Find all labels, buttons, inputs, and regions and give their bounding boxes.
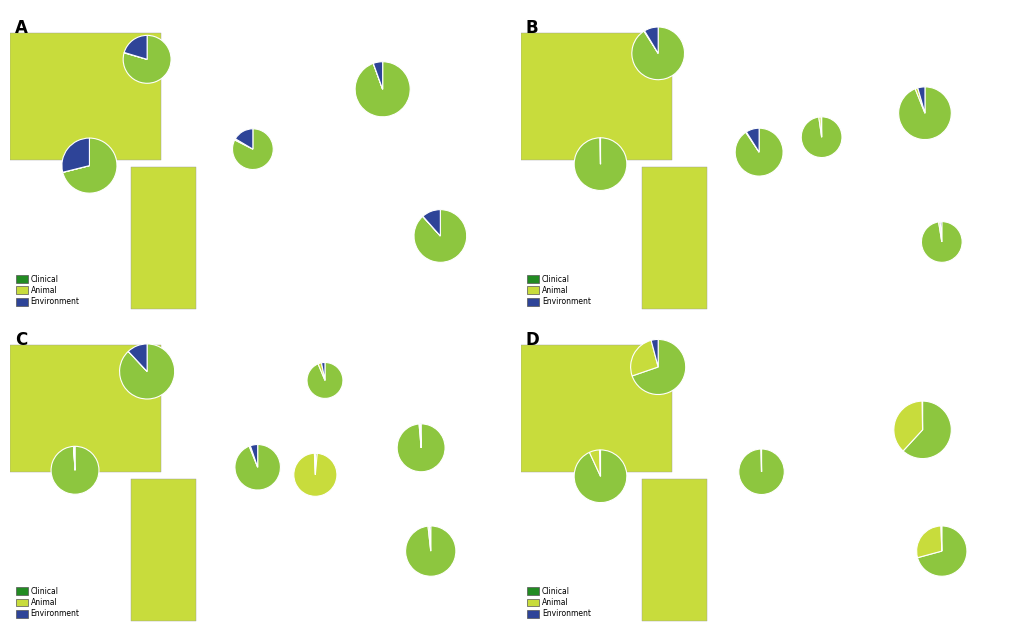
Legend: Clinical, Animal, Environment: Clinical, Animal, Environment [525,273,592,308]
Polygon shape [641,479,706,621]
Text: C: C [15,331,27,349]
Polygon shape [130,167,195,309]
Text: A: A [15,19,27,37]
Text: D: D [526,331,539,349]
Polygon shape [641,167,706,309]
Legend: Clinical, Animal, Environment: Clinical, Animal, Environment [14,585,82,620]
Polygon shape [521,33,671,161]
Polygon shape [130,479,195,621]
Legend: Clinical, Animal, Environment: Clinical, Animal, Environment [14,273,82,308]
Polygon shape [10,33,161,161]
Text: B: B [526,19,538,37]
Legend: Clinical, Animal, Environment: Clinical, Animal, Environment [525,585,592,620]
Polygon shape [10,345,161,473]
Polygon shape [521,345,671,473]
